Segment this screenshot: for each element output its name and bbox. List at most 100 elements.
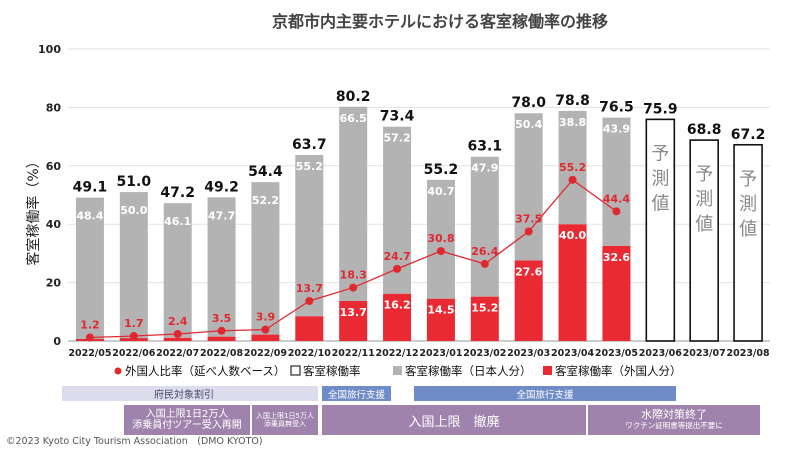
- forecast-label-char: 予: [651, 143, 669, 164]
- data-label-total: 63.7: [292, 137, 327, 153]
- y-tick-label: 80: [46, 101, 62, 114]
- bar-japanese: [75, 197, 104, 339]
- forecast-label-char: 値: [651, 193, 669, 214]
- foreign-ratio-point: [436, 247, 445, 256]
- data-label-japanese: 48.4: [76, 210, 103, 223]
- forecast-label-char: 測: [651, 168, 669, 189]
- bar-foreign: [558, 224, 587, 341]
- bar-foreign: [426, 298, 455, 341]
- band-entry-20k: 入国上限1日2万人 添乗員付ツアー受入再開: [124, 405, 250, 435]
- data-label-total: 47.2: [160, 185, 195, 201]
- x-tick-label: 2022/07: [156, 348, 199, 359]
- data-label-japanese: 55.2: [296, 160, 323, 173]
- band-border-end-sub: ワクチン証明書等提出不要に: [625, 421, 723, 430]
- bar-japanese: [339, 106, 368, 301]
- data-label-japanese: 50.4: [515, 118, 542, 131]
- forecast-label-char: 値: [739, 219, 757, 240]
- data-label-foreign: 15.2: [471, 302, 498, 315]
- x-tick-label: 2023/03: [507, 348, 550, 359]
- data-label-total: 67.2: [731, 127, 766, 143]
- data-label-total: 54.4: [248, 164, 283, 180]
- x-tick-label: 2022/11: [332, 348, 375, 359]
- data-label-foreign: 32.6: [603, 251, 630, 264]
- band-entry-50k-line1: 入国上限1日5万人: [256, 411, 314, 420]
- band-entry-removed-label: 入国上限 撤廃: [408, 414, 500, 430]
- data-label-foreign: 16.2: [383, 299, 410, 312]
- forecast-label-char: 値: [695, 214, 713, 235]
- forecast-label-char: 測: [739, 194, 757, 215]
- data-label-ratio: 1.7: [124, 317, 144, 330]
- band-entry-50k: 入国上限1日5万人 添乗員無受入: [252, 405, 318, 435]
- data-label-japanese: 66.5: [340, 112, 367, 125]
- data-label-total: 73.4: [380, 109, 415, 125]
- data-label-total: 75.9: [643, 101, 678, 117]
- bar-foreign: [339, 300, 368, 341]
- data-label-total: 55.2: [424, 162, 459, 178]
- legend-label: 客室稼働率: [303, 364, 361, 378]
- band-entry-20k-line1: 入国上限1日2万人: [145, 408, 229, 420]
- legend-swatch-series: [543, 366, 552, 375]
- bar-foreign: [295, 316, 324, 341]
- x-tick-label: 2023/05: [595, 348, 638, 359]
- bar-foreign: [163, 337, 192, 341]
- data-label-ratio: 24.7: [383, 250, 410, 263]
- legend-label: 外国人比率（延べ人数ベース）: [125, 364, 285, 378]
- legend-swatch-series: [393, 366, 402, 375]
- data-label-ratio: 3.9: [256, 311, 276, 324]
- y-tick-label: 60: [46, 160, 62, 173]
- foreign-ratio-point: [480, 259, 489, 268]
- forecast-label-char: 測: [695, 189, 713, 210]
- foreign-ratio-point: [129, 332, 138, 341]
- x-tick-label: 2023/02: [463, 348, 506, 359]
- data-label-japanese: 57.2: [383, 132, 410, 145]
- band-fuminn-discount: 府民対象割引: [62, 386, 318, 401]
- foreign-ratio-point: [261, 325, 270, 334]
- bar-foreign: [514, 260, 543, 341]
- data-label-ratio: 1.2: [80, 318, 100, 331]
- data-label-japanese: 52.2: [252, 194, 279, 207]
- bar-japanese: [295, 154, 324, 317]
- foreign-ratio-point: [85, 333, 94, 342]
- y-axis-label: 客室稼働率（%）: [25, 154, 42, 265]
- bar-japanese: [426, 179, 455, 299]
- data-label-total: 80.2: [336, 89, 371, 105]
- band-zenkoku-1-label: 全国旅行支援: [327, 389, 385, 401]
- x-tick-label: 2023/06: [639, 348, 683, 359]
- bar-foreign: [207, 336, 236, 341]
- data-label-ratio: 3.5: [212, 312, 232, 325]
- x-tick-label: 2023/04: [551, 348, 595, 359]
- bar-japanese: [163, 203, 192, 338]
- bar-japanese: [207, 197, 236, 337]
- data-label-ratio: 55.2: [559, 161, 586, 174]
- bar-forecast: [689, 139, 719, 342]
- data-label-ratio: 30.8: [427, 232, 454, 245]
- y-tick-label: 0: [53, 335, 61, 348]
- data-label-japanese: 47.9: [471, 162, 498, 175]
- data-label-total: 76.5: [599, 100, 634, 116]
- band-entry-removed: 入国上限 撤廃: [322, 405, 586, 435]
- data-label-total: 68.8: [687, 122, 722, 138]
- forecast-label-char: 予: [695, 164, 713, 185]
- foreign-ratio-point: [349, 283, 358, 292]
- x-tick-label: 2023/08: [726, 348, 770, 359]
- x-tick-label: 2022/08: [200, 348, 244, 359]
- data-label-total: 63.1: [468, 139, 503, 155]
- band-zenkoku-1: 全国旅行支援: [322, 386, 391, 401]
- band-border-end: 水際対策終了 ワクチン証明書等提出不要に: [588, 405, 760, 435]
- data-label-total: 49.2: [204, 179, 239, 195]
- data-label-ratio: 18.3: [340, 269, 367, 282]
- data-label-foreign: 14.5: [427, 304, 454, 317]
- legend-swatch-total: [290, 365, 301, 376]
- band-zenkoku-2: 全国旅行支援: [414, 386, 676, 401]
- data-label-total: 78.0: [511, 95, 546, 111]
- x-tick-label: 2022/05: [68, 348, 111, 359]
- x-tick-label: 2022/10: [288, 348, 332, 359]
- bar-foreign: [602, 245, 631, 341]
- legend-label: 客室稼働率（外国人分）: [555, 364, 682, 378]
- data-label-japanese: 43.9: [603, 123, 630, 136]
- data-label-total: 49.1: [73, 180, 108, 196]
- legend-label: 客室稼働率（日本人分）: [405, 364, 532, 378]
- foreign-ratio-point: [568, 175, 577, 184]
- data-label-foreign: 40.0: [559, 229, 586, 242]
- bar-japanese: [514, 113, 543, 261]
